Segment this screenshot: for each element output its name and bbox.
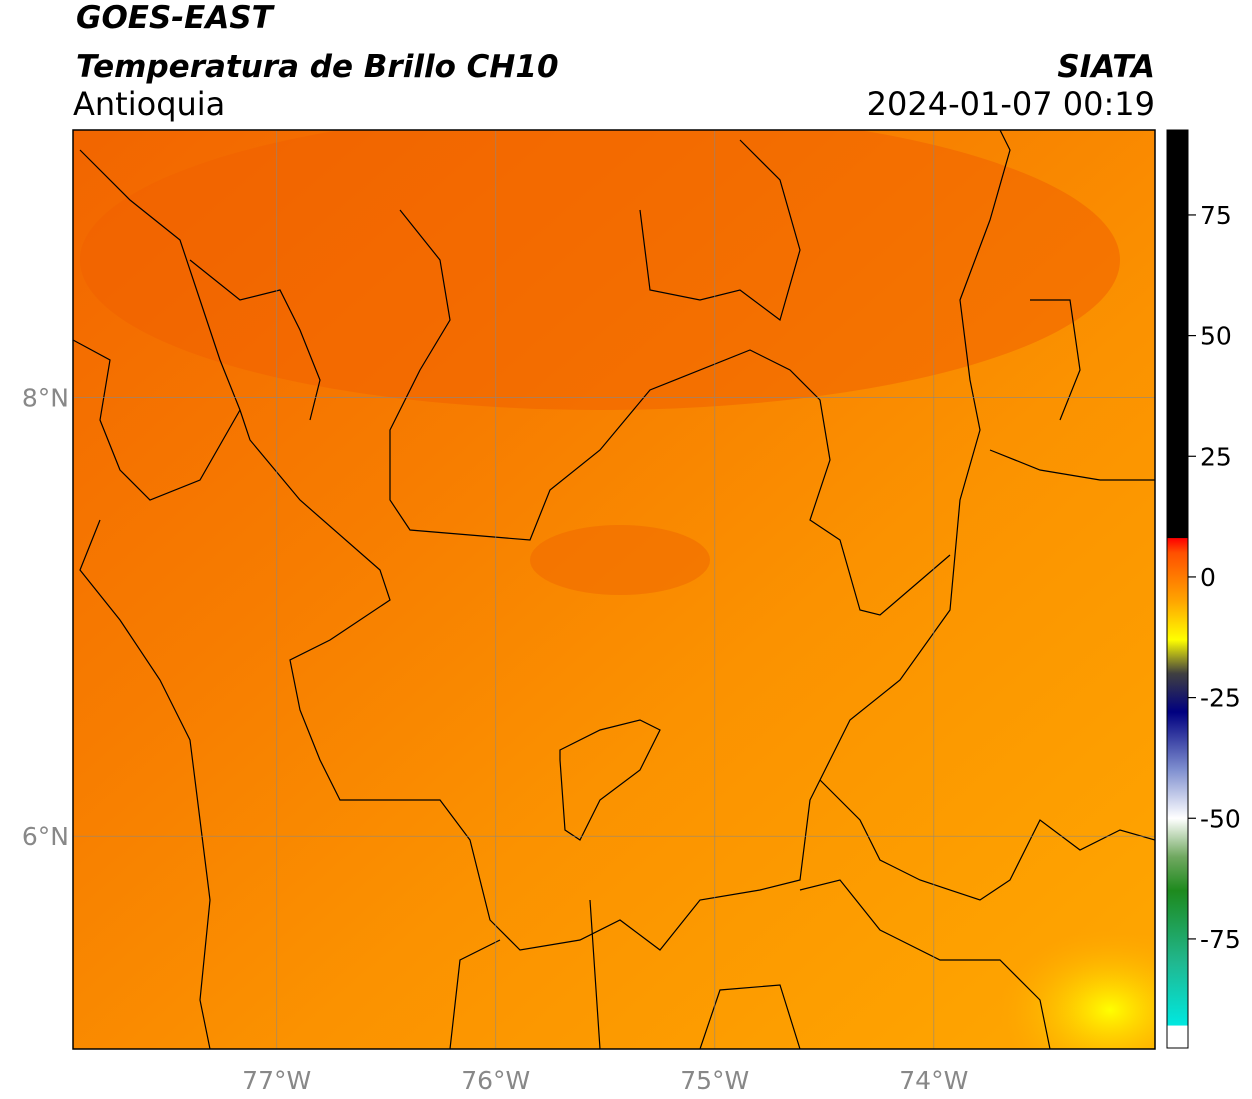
cold-area (1000, 930, 1155, 1049)
lat-label: 8°N (22, 384, 69, 413)
boundaries (73, 130, 1155, 1049)
title: GOES-EAST (76, 0, 276, 36)
colorbar-tick-label: 75 (1200, 201, 1232, 230)
datetime: 2024-01-07 00:19 (867, 85, 1155, 123)
warm-area (80, 130, 1120, 410)
subtitle: Temperatura de Brillo CH10 (76, 49, 559, 85)
lon-label: 76°W (461, 1066, 530, 1095)
colorbar-tick-label: -25 (1200, 684, 1241, 713)
colorbar-tick-label: 25 (1200, 442, 1232, 471)
map (73, 130, 1155, 1049)
lon-label: 74°W (899, 1066, 968, 1095)
map-frame (72, 129, 1156, 1050)
colorbar-tick-label: -75 (1200, 925, 1241, 954)
colorbar-tick-label: 50 (1200, 322, 1232, 351)
lat-label: 6°N (22, 822, 69, 851)
colorbar-tick-label: 0 (1200, 563, 1216, 592)
region: Antioquia (73, 85, 225, 123)
lon-label: 75°W (680, 1066, 749, 1095)
warm-area (530, 525, 710, 595)
colorbar-tick-label: -50 (1200, 804, 1241, 833)
colorbar (1166, 129, 1189, 1049)
lon-label: 77°W (242, 1066, 311, 1095)
source: SIATA (1057, 49, 1155, 85)
